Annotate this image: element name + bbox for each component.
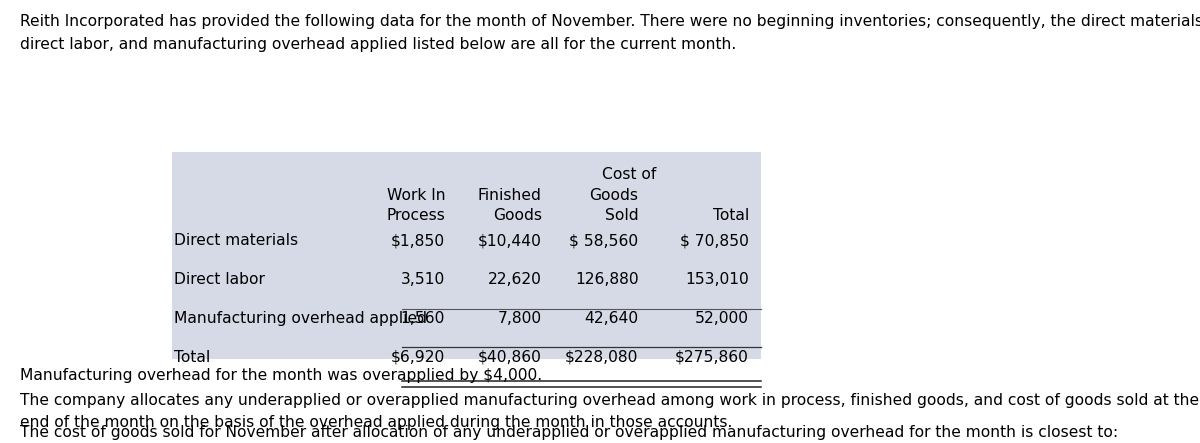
Text: 3,510: 3,510	[401, 272, 445, 287]
Text: $275,860: $275,860	[676, 350, 749, 365]
Text: Work In: Work In	[386, 188, 445, 203]
Text: $ 58,560: $ 58,560	[569, 233, 638, 249]
Text: Manufacturing overhead for the month was overapplied by $4,000.: Manufacturing overhead for the month was…	[20, 368, 542, 383]
Text: Goods: Goods	[493, 209, 541, 223]
Text: Process: Process	[386, 209, 445, 223]
Text: Reith Incorporated has provided the following data for the month of November. Th: Reith Incorporated has provided the foll…	[20, 14, 1200, 52]
Text: $10,440: $10,440	[478, 233, 541, 249]
Text: Cost of: Cost of	[602, 167, 656, 183]
Text: 52,000: 52,000	[695, 311, 749, 326]
Text: Goods: Goods	[589, 188, 638, 203]
Text: $40,860: $40,860	[478, 350, 541, 365]
Text: 1,560: 1,560	[401, 311, 445, 326]
Text: Total: Total	[713, 209, 749, 223]
Text: Sold: Sold	[605, 209, 638, 223]
Text: The cost of goods sold for November after allocation of any underapplied or over: The cost of goods sold for November afte…	[20, 425, 1118, 440]
Text: $ 70,850: $ 70,850	[680, 233, 749, 249]
Text: Direct labor: Direct labor	[174, 272, 264, 287]
Text: $228,080: $228,080	[565, 350, 638, 365]
Text: The company allocates any underapplied or overapplied manufacturing overhead amo: The company allocates any underapplied o…	[20, 392, 1199, 431]
Text: 126,880: 126,880	[575, 272, 638, 287]
Text: Total: Total	[174, 350, 210, 365]
Text: $6,920: $6,920	[391, 350, 445, 365]
FancyBboxPatch shape	[172, 152, 761, 359]
Text: Direct materials: Direct materials	[174, 233, 298, 249]
Text: 7,800: 7,800	[498, 311, 541, 326]
Text: Finished: Finished	[478, 188, 541, 203]
Text: $1,850: $1,850	[391, 233, 445, 249]
Text: Manufacturing overhead applied: Manufacturing overhead applied	[174, 311, 426, 326]
Text: 153,010: 153,010	[685, 272, 749, 287]
Text: 22,620: 22,620	[488, 272, 541, 287]
Text: 42,640: 42,640	[584, 311, 638, 326]
